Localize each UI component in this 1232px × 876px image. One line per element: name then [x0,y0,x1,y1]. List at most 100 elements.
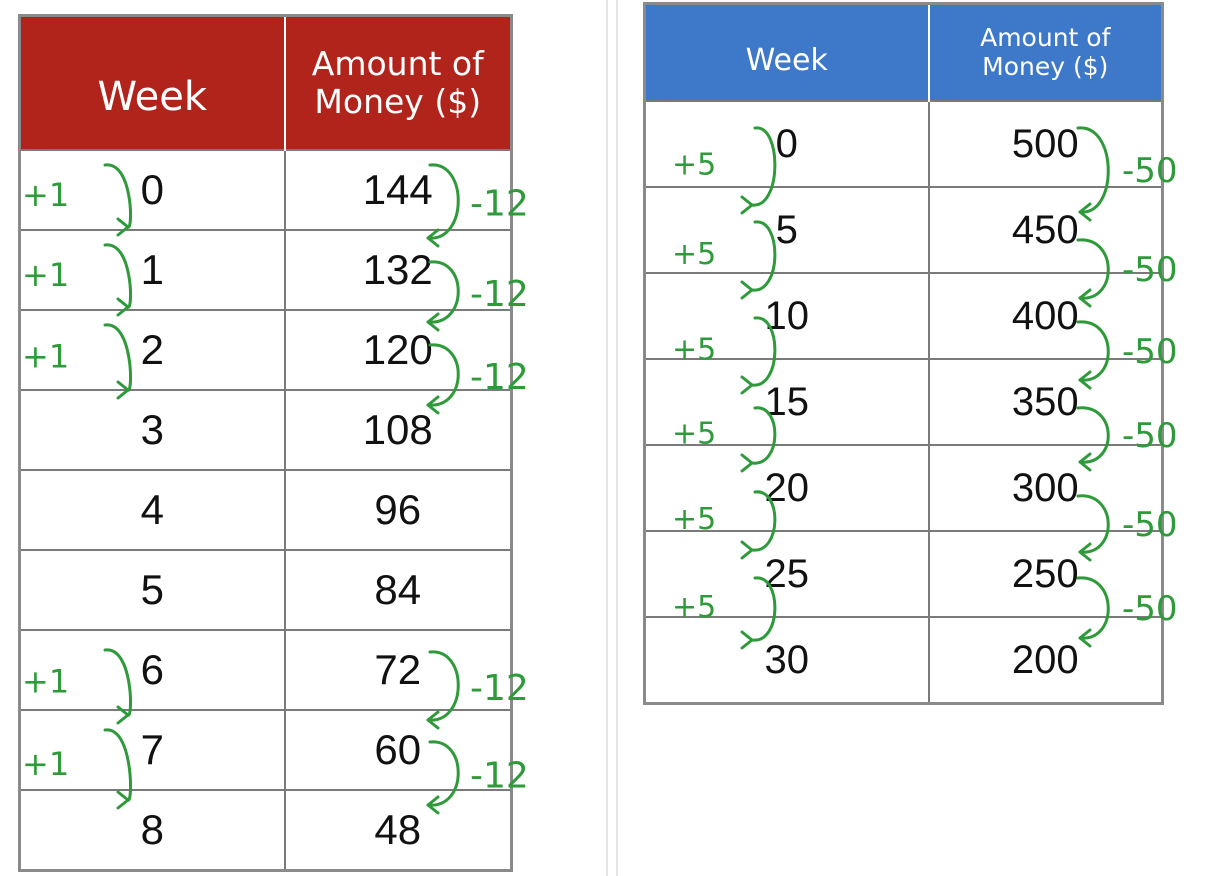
left-week-step-label: +1 [22,663,69,701]
left-amount-step-arrowhead [426,312,440,332]
right-week-step-label: +5 [672,237,716,272]
header-week: Week [19,15,286,150]
amount-cell: 60 [283,709,513,791]
right-week-step-arrowhead [740,280,754,300]
amount-cell: 132 [283,229,513,311]
table-row: 20 300 [643,444,1164,532]
right-amount-step-label: -50 [1122,505,1178,545]
table-row: 2 120 [18,309,513,391]
amount-cell: 200 [927,616,1164,705]
header-amount-line2: Money ($) [982,51,1109,81]
left-week-step-arrowhead [116,790,130,810]
table-row: 10 400 [643,272,1164,360]
right-amount-step-label: -50 [1122,250,1178,290]
week-cell: 5 [643,186,930,274]
panel-divider [616,0,618,876]
right-week-step-arrow [750,316,777,387]
table-row: 6 72 [18,629,513,711]
week-cell: 8 [18,789,286,872]
table-row: 0 500 [643,100,1164,188]
left-week-step-label: +1 [22,338,69,376]
table-header-row: Week Amount of Money ($) [644,3,1163,101]
left-week-step-arrow [103,243,133,309]
week-cell: 7 [18,709,286,791]
table-row: 0 144 [18,149,513,231]
table-header-row: Week Amount of Money ($) [19,15,512,150]
table-row: 25 250 [643,530,1164,618]
right-week-step-arrow [750,490,777,552]
amount-cell: 450 [927,186,1164,274]
header-amount-line2: Money ($) [314,82,482,121]
right-week-step-arrowhead [740,540,754,560]
right-amount-step-arrowhead [1078,370,1092,390]
amount-cell: 108 [283,389,513,471]
table-row: 4 96 [18,469,513,551]
left-amount-step-arrow [426,343,460,407]
left-amount-step-label: -12 [470,184,529,225]
left-week-step-label: +1 [22,256,69,294]
table-row: 7 60 [18,709,513,791]
right-amount-step-arrowhead [1078,288,1092,308]
right-week-step-label: +5 [672,590,716,625]
left-amount-step-arrowhead [426,795,440,815]
amount-cell: 400 [927,272,1164,360]
week-cell: 0 [18,149,286,231]
week-cell: 6 [18,629,286,711]
right-amount-step-arrowhead [1078,202,1092,222]
right-amount-step-arrowhead [1078,452,1092,472]
week-cell: 1 [18,229,286,311]
right-amount-step-arrow [1076,576,1110,640]
left-week-step-arrow [103,163,133,229]
week-cell: 4 [18,469,286,551]
left-amount-step-arrow [426,163,460,240]
right-amount-step-label: -50 [1122,332,1178,372]
right-week-step-arrowhead [740,630,754,650]
right-week-step-arrow [750,576,777,642]
right-amount-step-label: -50 [1122,416,1178,456]
header-week: Week [644,3,930,101]
left-week-step-arrowhead [116,217,130,237]
left-week-step-arrow [103,648,133,717]
right-week-step-arrow [750,406,777,465]
right-amount-step-arrow [1076,494,1110,554]
amount-cell: 72 [283,629,513,711]
header-amount: Amount of Money ($) [284,15,512,150]
right-amount-step-label: -50 [1122,151,1178,191]
week-cell: 30 [643,616,930,705]
left-amount-step-label: -12 [470,668,529,709]
right-week-step-arrowhead [740,375,754,395]
left-amount-step-label: -12 [470,274,529,315]
right-week-step-arrow [750,220,777,292]
right-amount-step-arrow [1076,238,1110,300]
right-week-step-label: +5 [672,417,716,452]
left-week-step-arrowhead [116,380,130,400]
table-row: 5 84 [18,549,513,631]
left-week-step-arrow [103,323,133,392]
header-amount-line1: Amount of [980,22,1111,52]
right-table: Week Amount of Money ($) 0 500 5 450 10 400 15… [643,2,1164,705]
right-amount-step-arrow [1076,320,1110,382]
table-row: 3 108 [18,389,513,471]
right-week-step-arrow [750,126,777,207]
week-cell: 15 [643,358,930,446]
week-cell: 25 [643,530,930,618]
left-amount-step-label: -12 [470,756,529,797]
amount-cell: 500 [927,100,1164,188]
week-cell: 10 [643,272,930,360]
amount-cell: 350 [927,358,1164,446]
amount-cell: 300 [927,444,1164,532]
left-amount-step-arrowhead [426,228,440,248]
right-week-step-label: +5 [672,502,716,537]
week-cell: 5 [18,549,286,631]
left-week-step-arrowhead [116,705,130,725]
right-amount-step-label: -50 [1122,589,1178,629]
left-amount-step-label: -12 [470,357,529,398]
left-week-step-arrowhead [116,297,130,317]
left-table: Week Amount of Money ($) 0 144 1 132 2 120 3 10… [18,14,513,872]
week-cell: 0 [643,100,930,188]
table-row: 1 132 [18,229,513,311]
right-amount-step-arrow [1076,126,1110,214]
table-row: 5 450 [643,186,1164,274]
amount-cell: 84 [283,549,513,631]
